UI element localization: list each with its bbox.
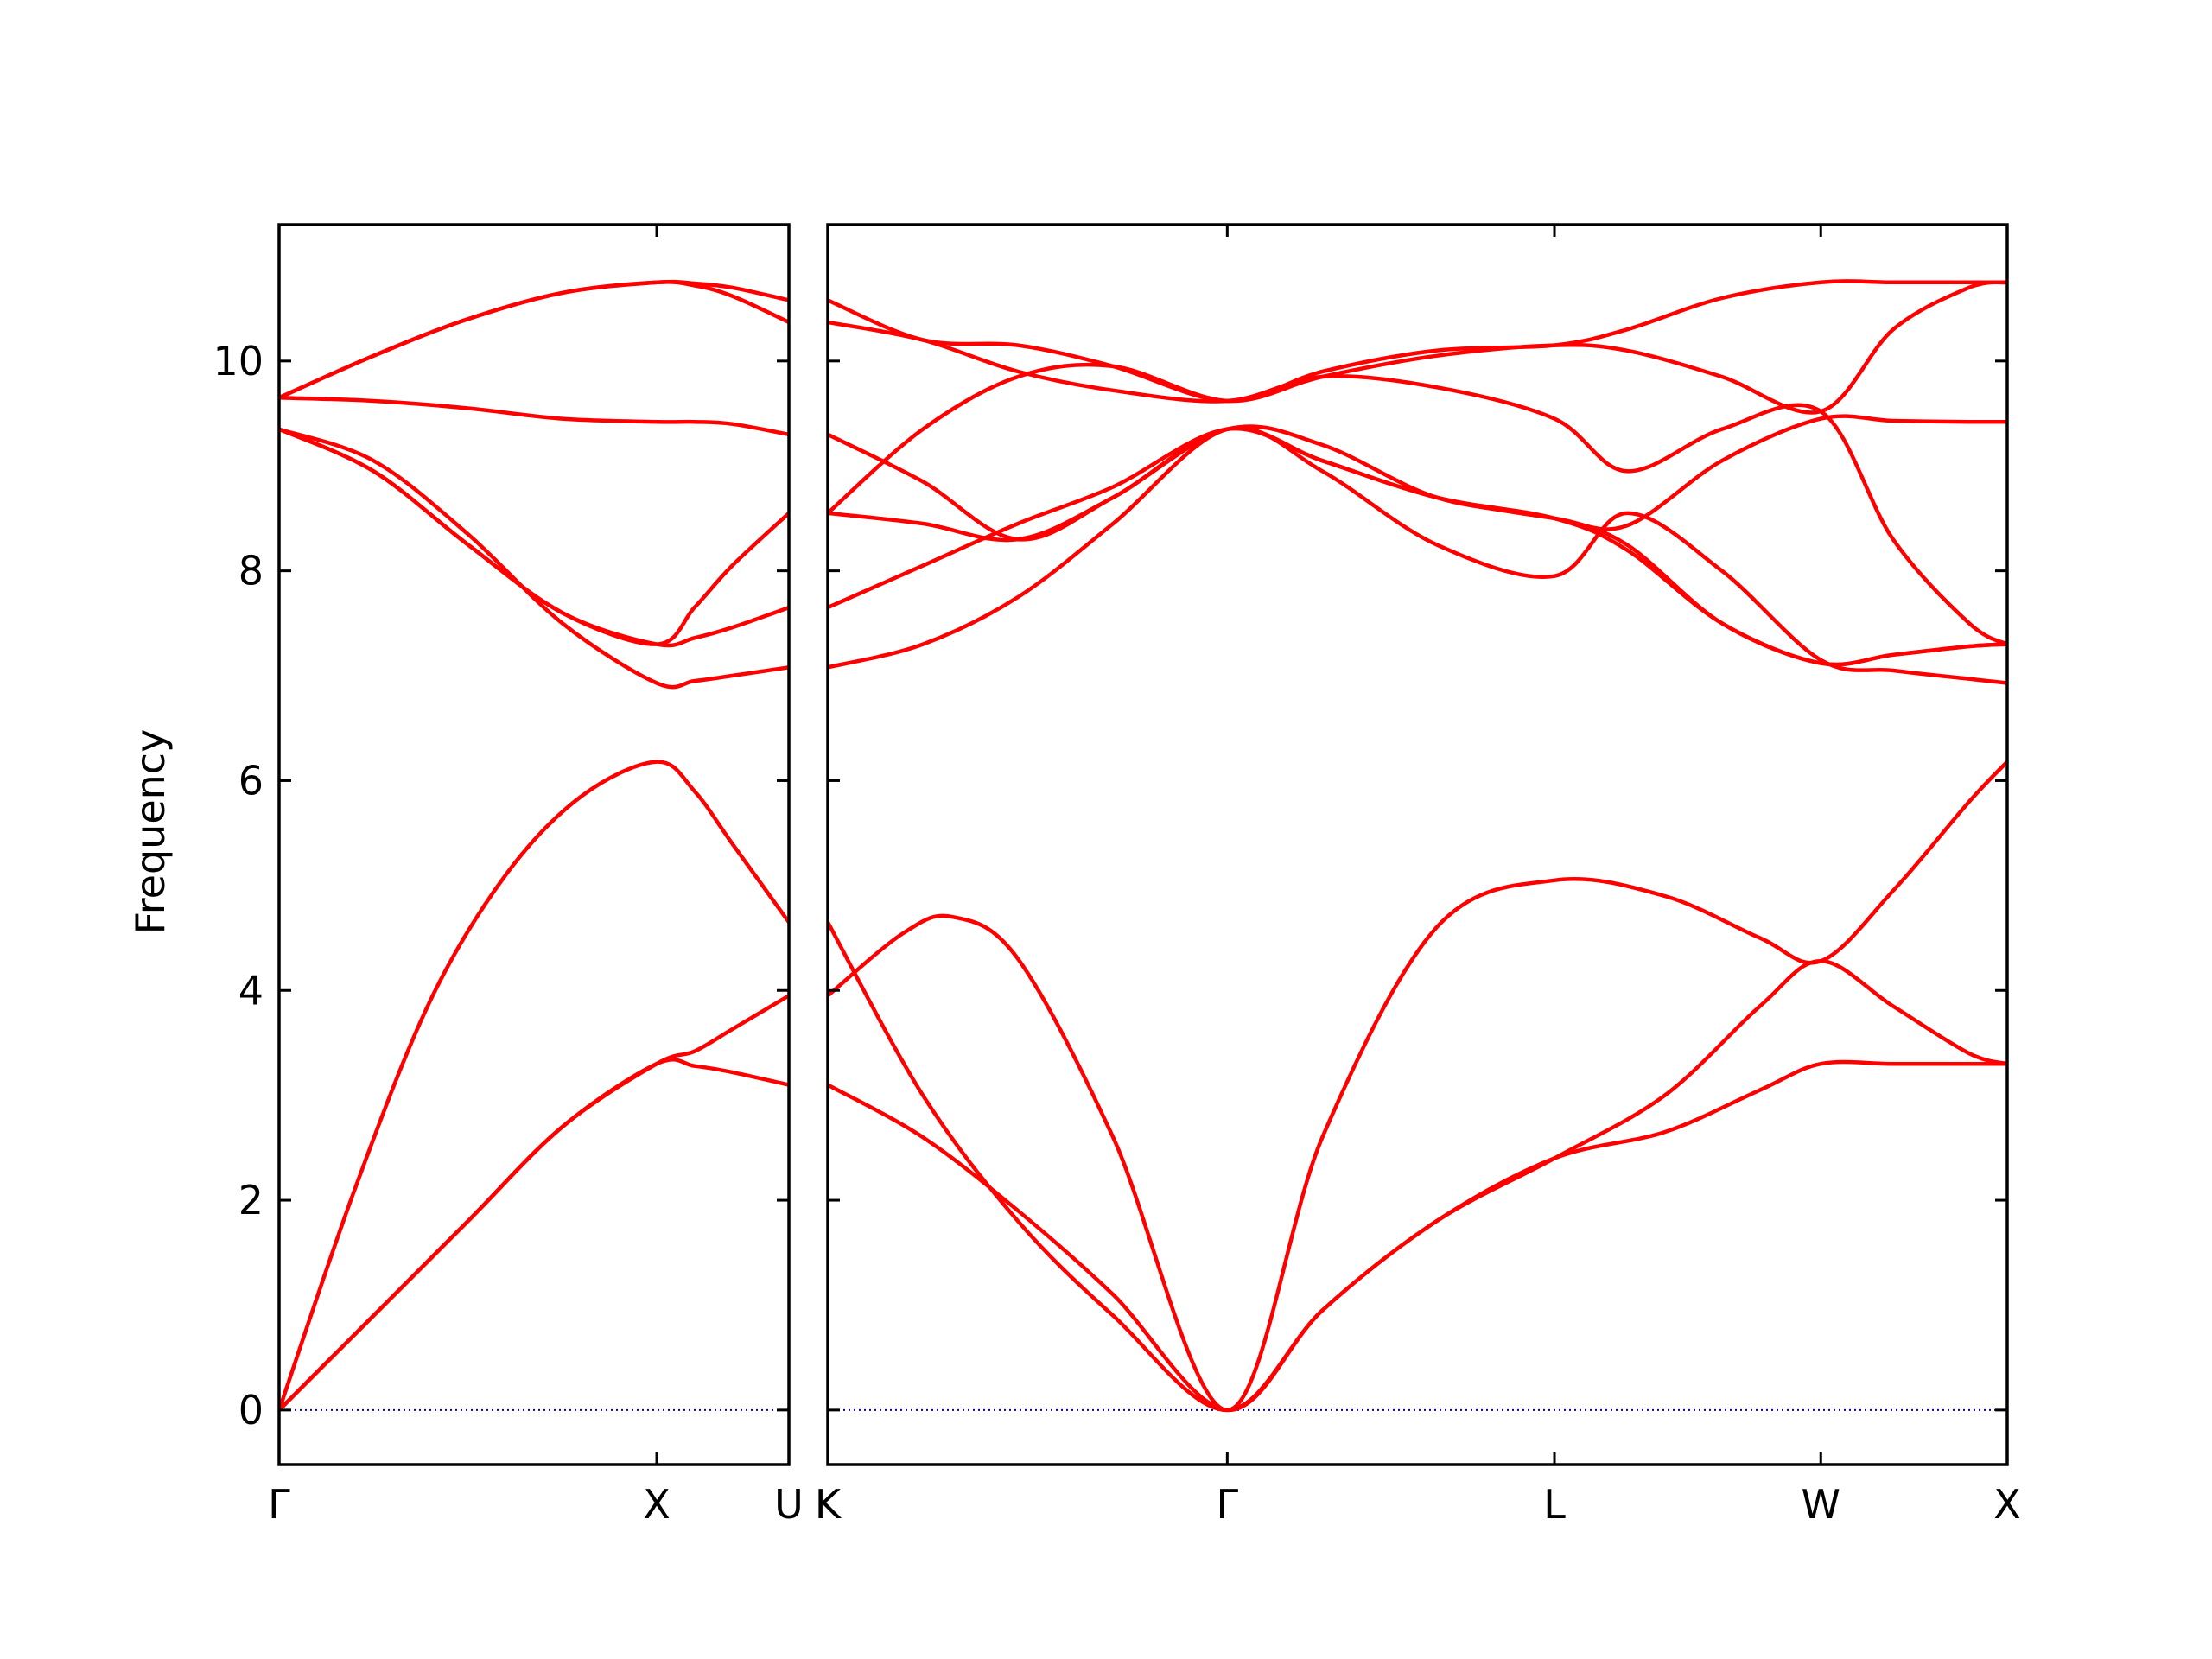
band-line-4 [828, 425, 2007, 685]
y-tick-label: 6 [238, 757, 264, 804]
band-line-5 [828, 426, 2007, 667]
plot-frame [826, 223, 2009, 1466]
band-line-9 [279, 279, 789, 400]
x-tick-label: W [1801, 1481, 1840, 1528]
panels: 0 2 4 6 8 10 Γ X U K Γ L W X [213, 223, 2021, 1528]
band-line-9 [828, 280, 2007, 516]
band-line-8 [828, 320, 2007, 646]
y-tick-label: 10 [213, 338, 264, 385]
y-tick-label: 4 [238, 967, 264, 1014]
y-tick-label: 2 [238, 1177, 264, 1224]
band-line-10 [828, 279, 2007, 404]
band-line-1 [279, 1058, 789, 1413]
band-line-6 [828, 424, 2007, 667]
y-tick-label: 8 [238, 548, 264, 594]
band-line-2 [279, 994, 789, 1413]
band-line-6 [279, 427, 789, 646]
band-line-2 [828, 920, 2007, 1413]
band-line-3 [279, 760, 789, 1413]
x-tick-label: Γ [268, 1481, 290, 1528]
band-line-7 [828, 414, 2007, 542]
band-group [828, 279, 2007, 1413]
x-tick-label: U [774, 1481, 804, 1528]
x-tick-label: L [1543, 1481, 1566, 1528]
plot-frame [277, 223, 791, 1466]
y-axis-label: Frequency [127, 729, 174, 935]
band-line-4 [279, 427, 789, 690]
x-tick-label: K [815, 1481, 842, 1528]
band-group [279, 279, 789, 1413]
band-line-7 [279, 396, 789, 437]
panel-1: 0 2 4 6 8 10 Γ X U [213, 223, 804, 1528]
y-tick-label: 0 [238, 1387, 264, 1433]
x-tick-label: Γ [1217, 1481, 1239, 1528]
band-line-3 [828, 760, 2007, 1413]
x-tick-label: X [1993, 1481, 2021, 1528]
x-tick-label: X [643, 1481, 671, 1528]
